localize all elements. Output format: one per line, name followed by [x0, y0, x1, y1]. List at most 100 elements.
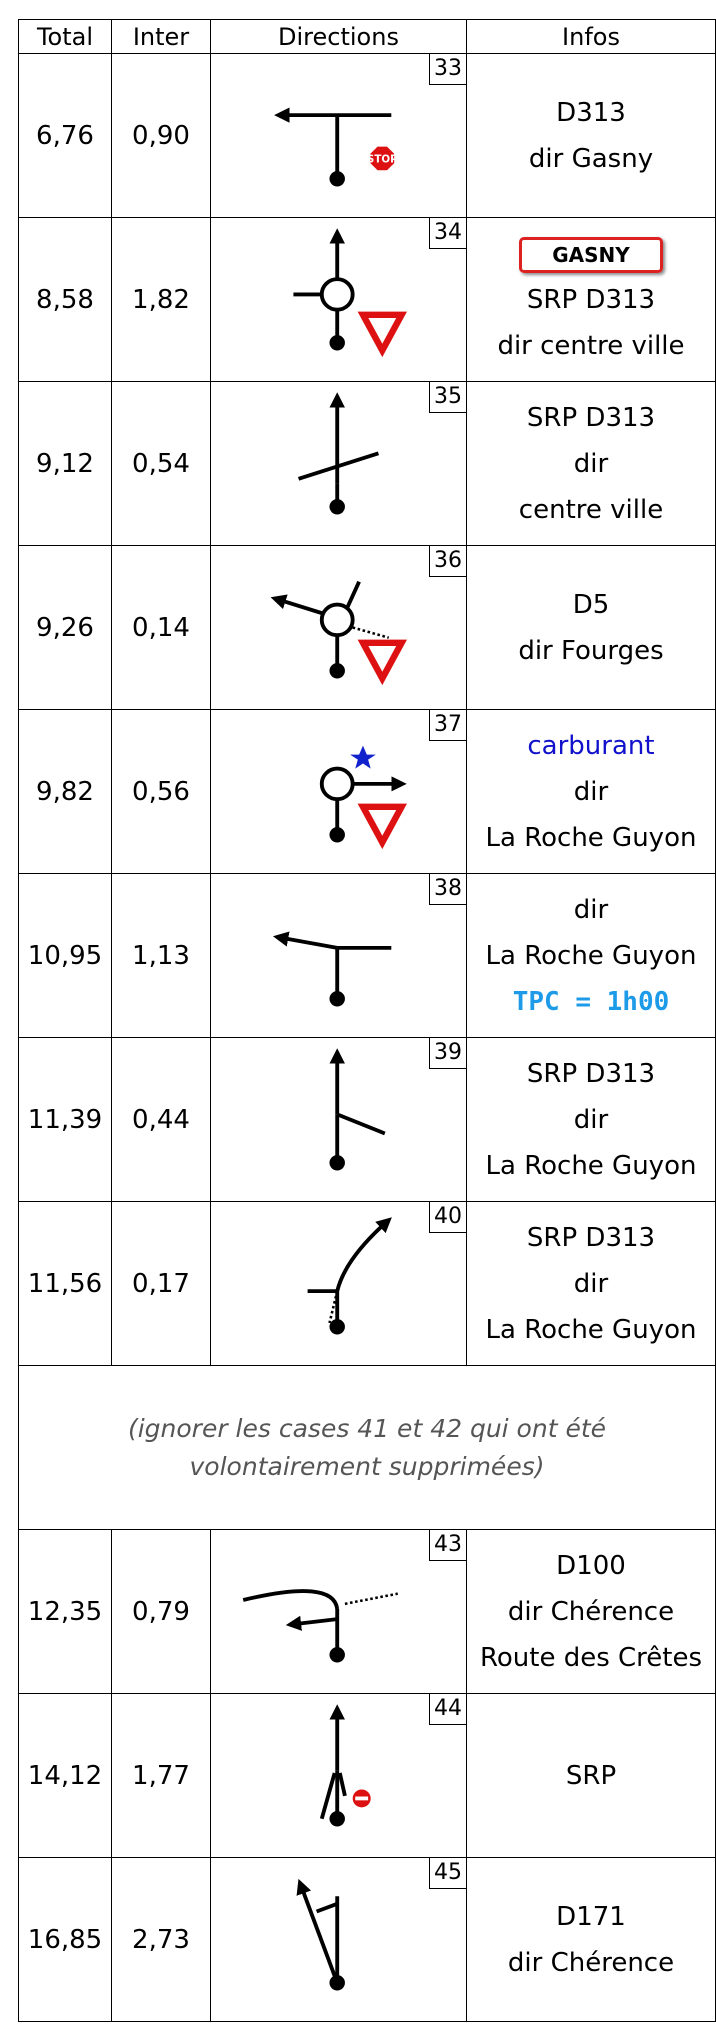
- info-line: D5: [572, 589, 610, 620]
- inter-cell: 2,73: [111, 1857, 211, 2022]
- direction-diagram: [270, 580, 407, 686]
- table-row: 14,12 1,77 44 SRP: [18, 1693, 716, 1858]
- total-cell: 11,56: [18, 1201, 112, 1366]
- inter-cell: 1,77: [111, 1693, 211, 1858]
- case-number: 34: [429, 218, 466, 249]
- total-cell: 6,76: [18, 53, 112, 218]
- table-row: 6,76 0,90 STOP 33 D313 dir Gasny: [18, 53, 716, 218]
- direction-diagram: [296, 1878, 345, 1991]
- infos-cell: carburant dir La Roche Guyon: [466, 709, 716, 874]
- info-line: La Roche Guyon: [485, 1314, 697, 1345]
- info-line: dir Gasny: [528, 143, 654, 174]
- infos-cell: SRP D313 dir La Roche Guyon: [466, 1037, 716, 1202]
- info-line: La Roche Guyon: [485, 822, 697, 853]
- note: (ignorer les cases 41 et 42 qui ont été …: [18, 1365, 716, 1530]
- info-line: dir: [573, 894, 609, 925]
- table-row: 10,95 1,13 38 dir La Roche Guyon TPC = 1h00: [18, 873, 716, 1038]
- total-cell: 12,35: [18, 1529, 112, 1694]
- total-cell: 9,82: [18, 709, 112, 874]
- infos-cell: SRP D313 dir centre ville: [466, 381, 716, 546]
- panel-wrap: GASNY: [467, 231, 715, 277]
- info-line: dir: [573, 1104, 609, 1135]
- inter-cell: 0,56: [111, 709, 211, 874]
- inter-cell: 0,79: [111, 1529, 211, 1694]
- table-row: 16,85 2,73 45 D171 dir Chérence: [18, 1857, 716, 2022]
- table-row: 9,82 0,56 37 carburant dir La Roche Guyon: [18, 709, 716, 874]
- table-row: 9,26 0,14 36 D5 dir Fourges: [18, 545, 716, 710]
- directions-cell: 35: [210, 381, 467, 546]
- header-total: Total: [18, 19, 112, 54]
- infos-cell: SRP: [466, 1693, 716, 1858]
- infos-cell: SRP D313 dir La Roche Guyon: [466, 1201, 716, 1366]
- infos-cell: dir La Roche Guyon TPC = 1h00: [466, 873, 716, 1038]
- info-line: SRP: [565, 1760, 617, 1791]
- info-line: dir centre ville: [497, 330, 685, 361]
- table-row: 8,58 1,82 34 GASNY SRP D313 dir centre ville: [18, 217, 716, 382]
- info-line: SRP D313: [526, 284, 656, 315]
- info-line: SRP D313: [526, 402, 656, 433]
- directions-cell: 34: [210, 217, 467, 382]
- infos-cell: D313 dir Gasny: [466, 53, 716, 218]
- total-cell: 8,58: [18, 217, 112, 382]
- roadbook-table: Total Inter Directions Infos 6,76 0,90 STO…: [18, 19, 716, 2022]
- info-line: D171: [556, 1901, 626, 1932]
- table-body: 6,76 0,90 STOP 33 D313 dir Gasny 8,58 1,82 34 GAS…: [18, 53, 716, 2022]
- directions-cell: 40: [210, 1201, 467, 1366]
- stop-sign-text: STOP: [367, 154, 398, 166]
- info-line: dir: [573, 1268, 609, 1299]
- total-cell: 9,12: [18, 381, 112, 546]
- directions-cell: 38: [210, 873, 467, 1038]
- inter-cell: 0,54: [111, 381, 211, 546]
- direction-diagram: [293, 228, 407, 358]
- total-cell: 11,39: [18, 1037, 112, 1202]
- case-number: 45: [429, 1858, 466, 1889]
- inter-cell: 0,44: [111, 1037, 211, 1202]
- direction-diagram: [242, 1589, 398, 1663]
- info-line: centre ville: [518, 494, 664, 525]
- table-row: 11,56 0,17 40 SRP D313 dir La Roche Guyon: [18, 1201, 716, 1366]
- direction-diagram: [329, 1048, 386, 1171]
- case-number: 36: [429, 546, 466, 577]
- direction-panel: GASNY: [519, 236, 663, 273]
- case-number: 38: [429, 874, 466, 905]
- total-cell: 14,12: [18, 1693, 112, 1858]
- info-line: dir Chérence: [507, 1596, 675, 1627]
- total-cell: 10,95: [18, 873, 112, 1038]
- case-number: 43: [429, 1530, 466, 1561]
- inter-cell: 1,82: [111, 217, 211, 382]
- info-line: Route des Crêtes: [479, 1642, 703, 1673]
- fuel-label: carburant: [527, 730, 655, 761]
- directions-cell: 39: [210, 1037, 467, 1202]
- infos-cell: D5 dir Fourges: [466, 545, 716, 710]
- table-row: 9,12 0,54 35 SRP D313 dir centre ville: [18, 381, 716, 546]
- inter-cell: 0,17: [111, 1201, 211, 1366]
- directions-cell: STOP 33: [210, 53, 467, 218]
- direction-diagram: [319, 1704, 371, 1827]
- directions-cell: 37: [210, 709, 467, 874]
- info-line: dir Fourges: [518, 635, 664, 666]
- direction-diagram: [319, 745, 407, 850]
- direction-diagram: STOP: [274, 107, 398, 187]
- directions-cell: 44: [210, 1693, 467, 1858]
- header-inter: Inter: [111, 19, 211, 54]
- table-row: 12,35 0,79 43 D100 dir Chérence Route des Crê…: [18, 1529, 716, 1694]
- info-line: La Roche Guyon: [485, 1150, 697, 1181]
- info-line: SRP D313: [526, 1058, 656, 1089]
- case-number: 40: [429, 1202, 466, 1233]
- directions-cell: 43: [210, 1529, 467, 1694]
- highlight: TPC = 1h00: [512, 986, 670, 1017]
- table-row: 11,39 0,44 39 SRP D313 dir La Roche Guyon: [18, 1037, 716, 1202]
- info-line: D100: [556, 1550, 626, 1581]
- inter-cell: 0,90: [111, 53, 211, 218]
- case-number: 39: [429, 1038, 466, 1069]
- direction-diagram: [297, 392, 380, 515]
- direction-diagram: [272, 931, 392, 1007]
- info-line: dir: [573, 776, 609, 807]
- case-number: 33: [429, 54, 466, 85]
- directions-cell: 36: [210, 545, 467, 710]
- infos-cell: D171 dir Chérence: [466, 1857, 716, 2022]
- directions-cell: 45: [210, 1857, 467, 2022]
- case-number: 35: [429, 382, 466, 413]
- header-row: Total Inter Directions Infos: [18, 19, 716, 54]
